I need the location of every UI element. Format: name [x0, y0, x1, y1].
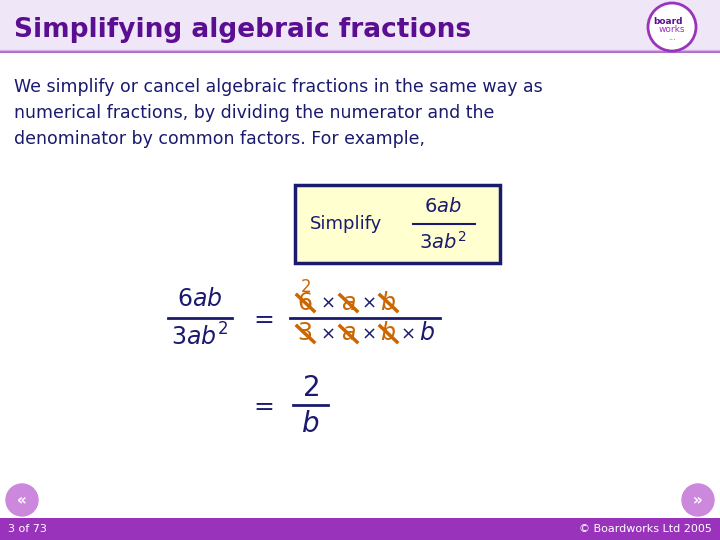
Text: $b$: $b$ [301, 410, 319, 437]
Text: $\times$: $\times$ [361, 325, 375, 343]
Text: «: « [17, 494, 27, 509]
Text: $6ab$: $6ab$ [177, 288, 222, 312]
Text: ...: ... [668, 32, 676, 42]
Text: $3ab^2$: $3ab^2$ [419, 231, 467, 253]
Text: Simplifying algebraic fractions: Simplifying algebraic fractions [14, 17, 471, 43]
Circle shape [648, 3, 696, 51]
Text: $3ab^2$: $3ab^2$ [171, 323, 229, 350]
Text: board: board [653, 17, 683, 26]
Text: We simplify or cancel algebraic fractions in the same way as: We simplify or cancel algebraic fraction… [14, 78, 543, 96]
Text: $a$: $a$ [341, 322, 356, 346]
Text: $6$: $6$ [297, 292, 312, 314]
Text: denominator by common factors. For example,: denominator by common factors. For examp… [14, 130, 425, 148]
Text: »: » [693, 494, 703, 509]
Text: $=$: $=$ [249, 306, 274, 330]
Text: © Boardworks Ltd 2005: © Boardworks Ltd 2005 [579, 524, 712, 534]
Circle shape [6, 484, 38, 516]
Text: $=$: $=$ [249, 393, 274, 417]
Text: $b$: $b$ [380, 322, 396, 346]
Text: $2$: $2$ [300, 278, 310, 296]
Text: $\times$: $\times$ [400, 325, 414, 343]
Text: $\times$: $\times$ [361, 294, 375, 312]
Text: $\times$: $\times$ [320, 325, 334, 343]
Text: $\times$: $\times$ [320, 294, 334, 312]
Circle shape [682, 484, 714, 516]
Text: 3 of 73: 3 of 73 [8, 524, 47, 534]
FancyBboxPatch shape [295, 185, 500, 263]
FancyBboxPatch shape [0, 0, 720, 52]
Text: $2$: $2$ [302, 375, 318, 402]
Text: $6ab$: $6ab$ [424, 198, 462, 217]
Text: $a$: $a$ [341, 292, 356, 314]
Text: numerical fractions, by dividing the numerator and the: numerical fractions, by dividing the num… [14, 104, 495, 122]
Text: $b$: $b$ [419, 322, 435, 346]
Text: works: works [659, 25, 685, 35]
Text: Simplify: Simplify [310, 215, 382, 233]
Text: $3$: $3$ [297, 322, 312, 346]
FancyBboxPatch shape [0, 518, 720, 540]
Text: $b$: $b$ [380, 292, 396, 314]
